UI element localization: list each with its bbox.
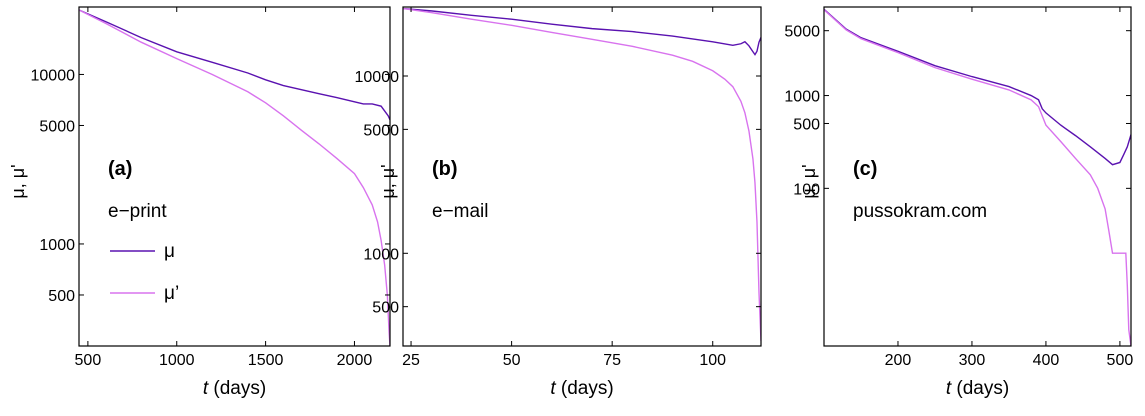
panel-1-series-mu-line [79,9,390,121]
panel-3-series-mu-prime-line [824,9,1131,346]
panel-1-frame [78,6,391,347]
panel-2-y-tick-label: 1000 [363,246,399,263]
panel-3: 200 300 400 500 100 500 1000 5000 t (days) μ, μ' (… [784,6,1134,399]
panel-3-x-tick-label: 300 [959,352,986,369]
panel-1-label: (a) [108,158,132,180]
panel-1: 500 1000 1500 2000 500 1000 5000 10000 t (days) μ… [8,6,391,399]
panel-2-x-tick-label: 50 [503,352,521,369]
panel-3-x-tick-label: 400 [1033,352,1060,369]
panel-3-series-mu-line [824,8,1131,166]
panel-1-x-tick-label: 1000 [159,352,195,369]
panel-3-label: (c) [853,158,877,180]
panel-1-series-mu-prime-line [79,9,390,346]
panel-2-y-axis-label: μ, μ' [378,164,398,198]
panel-2-x-tick-label: 100 [699,352,726,369]
panel-3-frame [823,6,1132,347]
panel-2-y-tick-label: 10000 [355,69,400,86]
panel-2-frame [402,6,762,347]
panel-3-x-tick-label: 500 [1107,352,1134,369]
panel-1-x-tick-label: 500 [75,352,102,369]
panel-3-dataset-name: pussokram.com [853,201,987,222]
panel-3-x-tick-label: 200 [885,352,912,369]
panel-3-y-tick-label: 500 [793,116,820,133]
panel-2: 25 50 75 100 500 1000 5000 10000 t (days) μ, μ' (b… [355,6,762,399]
legend-label-mu: μ [164,241,175,262]
panel-2-dataset-name: e−mail [432,201,489,222]
panel-3-x-axis-label: t (days) [946,378,1009,399]
legend-label-mu-prime: μ’ [164,283,179,304]
panel-3-y-tick-label: 1000 [784,89,820,106]
panel-2-series-mu-prime-line [403,7,761,342]
panel-1-x-axis-label: t (days) [203,378,266,399]
panel-2-y-tick-label: 500 [372,300,399,317]
panel-1-y-tick-label: 500 [48,288,75,305]
panel-3-y-axis-label: μ, μ' [799,164,819,198]
panel-2-x-axis-label: t (days) [550,378,613,399]
panel-1-dataset-name: e−print [108,201,167,222]
panel-1-x-tick-label: 2000 [337,352,373,369]
panel-3-y-tick-label: 5000 [784,24,820,41]
panel-2-x-tick-label: 25 [402,352,420,369]
panel-2-x-tick-label: 75 [603,352,621,369]
panel-2-series-mu-line [403,7,761,56]
panel-1-y-tick-label: 5000 [39,118,75,135]
panel-3-y-tick-label: 100 [793,181,820,198]
panel-1-y-axis-label: μ, μ' [8,164,28,198]
panel-1-y-tick-label: 10000 [31,67,76,84]
panel-1-x-tick-label: 1500 [248,352,284,369]
panel-2-label: (b) [432,158,458,180]
panel-1-y-tick-label: 1000 [39,237,75,254]
panel-2-y-tick-label: 5000 [363,122,399,139]
